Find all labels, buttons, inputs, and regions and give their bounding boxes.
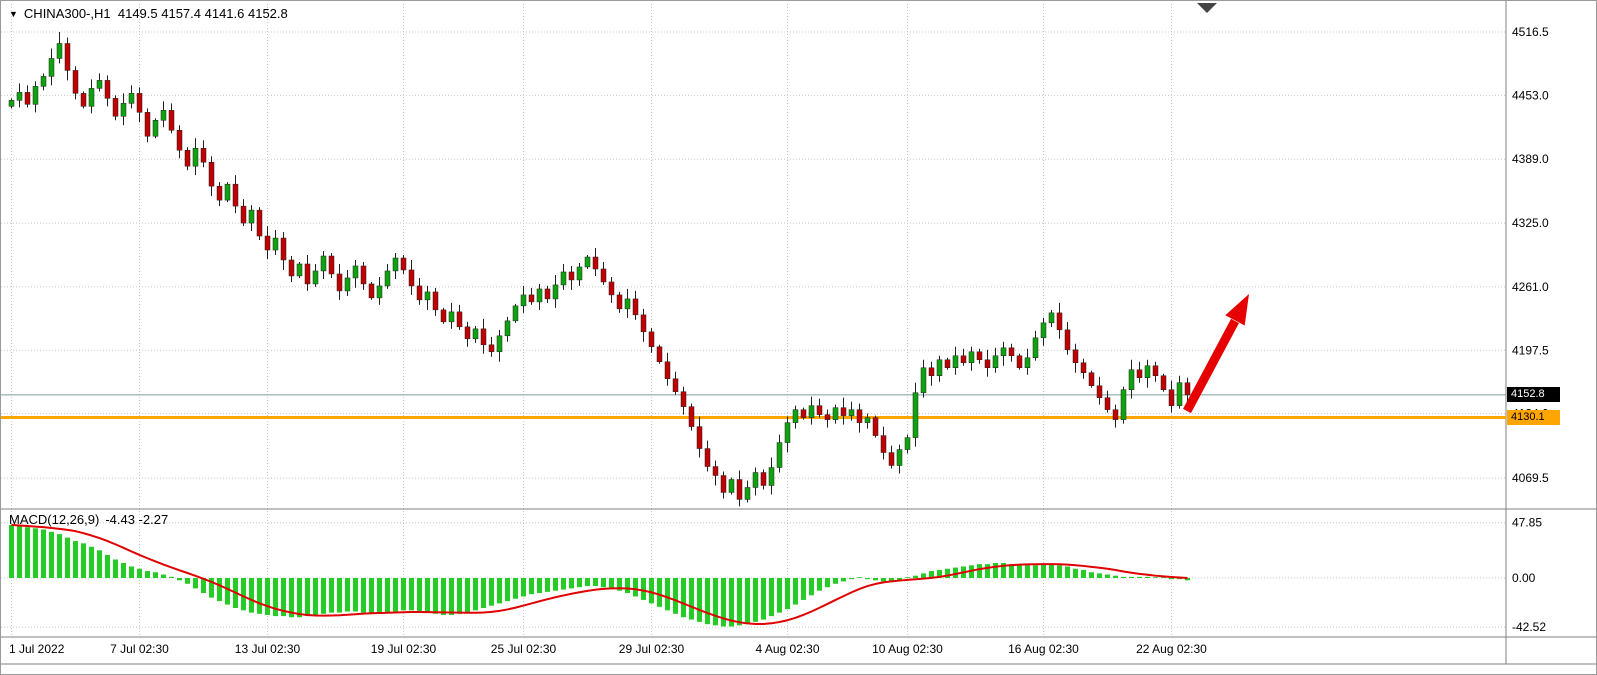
date-axis-label: 1 Jul 2022 (9, 642, 65, 656)
date-axis-label: 4 Aug 02:30 (755, 642, 819, 656)
date-axis[interactable]: 1 Jul 2022 7 Jul 02:30 13 Jul 02:30 19 Jul … (9, 642, 1207, 656)
price-axis-label: 4197.5 (1512, 343, 1549, 357)
macd-name: MACD(12,26,9) (9, 512, 100, 527)
date-axis-label: 10 Aug 02:30 (872, 642, 943, 656)
date-axis-label: 7 Jul 02:30 (110, 642, 169, 656)
symbol-ohlc-label: ▼ CHINA300-,H1 4149.5 4157.4 4141.6 4152.… (9, 6, 288, 21)
price-axis-label: 4389.0 (1512, 152, 1549, 166)
ohlc-values: 4149.5 4157.4 4141.6 4152.8 (117, 6, 288, 21)
price-axis-label: 4453.0 (1512, 88, 1549, 102)
hline-price-badge: 4130.1 (1507, 410, 1560, 426)
current-price-badge: 4152.8 (1507, 387, 1560, 403)
symbol-name: CHINA300-,H1 (23, 6, 111, 21)
date-axis-label: 19 Jul 02:30 (371, 642, 437, 656)
macd-values: -4.43 -2.27 (105, 512, 169, 527)
date-axis-label: 25 Jul 02:30 (491, 642, 557, 656)
macd-indicator-label: MACD(12,26,9) -4.43 -2.27 (9, 512, 168, 527)
grid-layer (1, 4, 1506, 637)
macd-signal-line (11, 523, 1188, 625)
macd-histogram (9, 524, 1190, 627)
price-axis-label: 4069.5 (1512, 471, 1549, 485)
macd-axis-label: 47.85 (1512, 516, 1542, 530)
price-axis-label: 4325.0 (1512, 216, 1549, 230)
macd-axis-label: 0.00 (1512, 571, 1536, 585)
symbol-dropdown-icon: ▼ (9, 9, 18, 19)
price-axis[interactable]: 4516.54453.04389.04325.04261.04197.54134… (1512, 25, 1549, 634)
date-axis-label: 16 Aug 02:30 (1008, 642, 1079, 656)
price-axis-label: 4261.0 (1512, 280, 1549, 294)
date-axis-label: 29 Jul 02:30 (619, 642, 685, 656)
date-axis-label: 22 Aug 02:30 (1136, 642, 1207, 656)
macd-axis-label: -42.52 (1512, 620, 1546, 634)
chart-shift-marker-icon[interactable] (1197, 3, 1217, 13)
trend-arrow[interactable] (1183, 294, 1249, 414)
candles-layer (8, 32, 1191, 507)
date-axis-label: 13 Jul 02:30 (235, 642, 301, 656)
price-axis-label: 4516.5 (1512, 25, 1549, 39)
